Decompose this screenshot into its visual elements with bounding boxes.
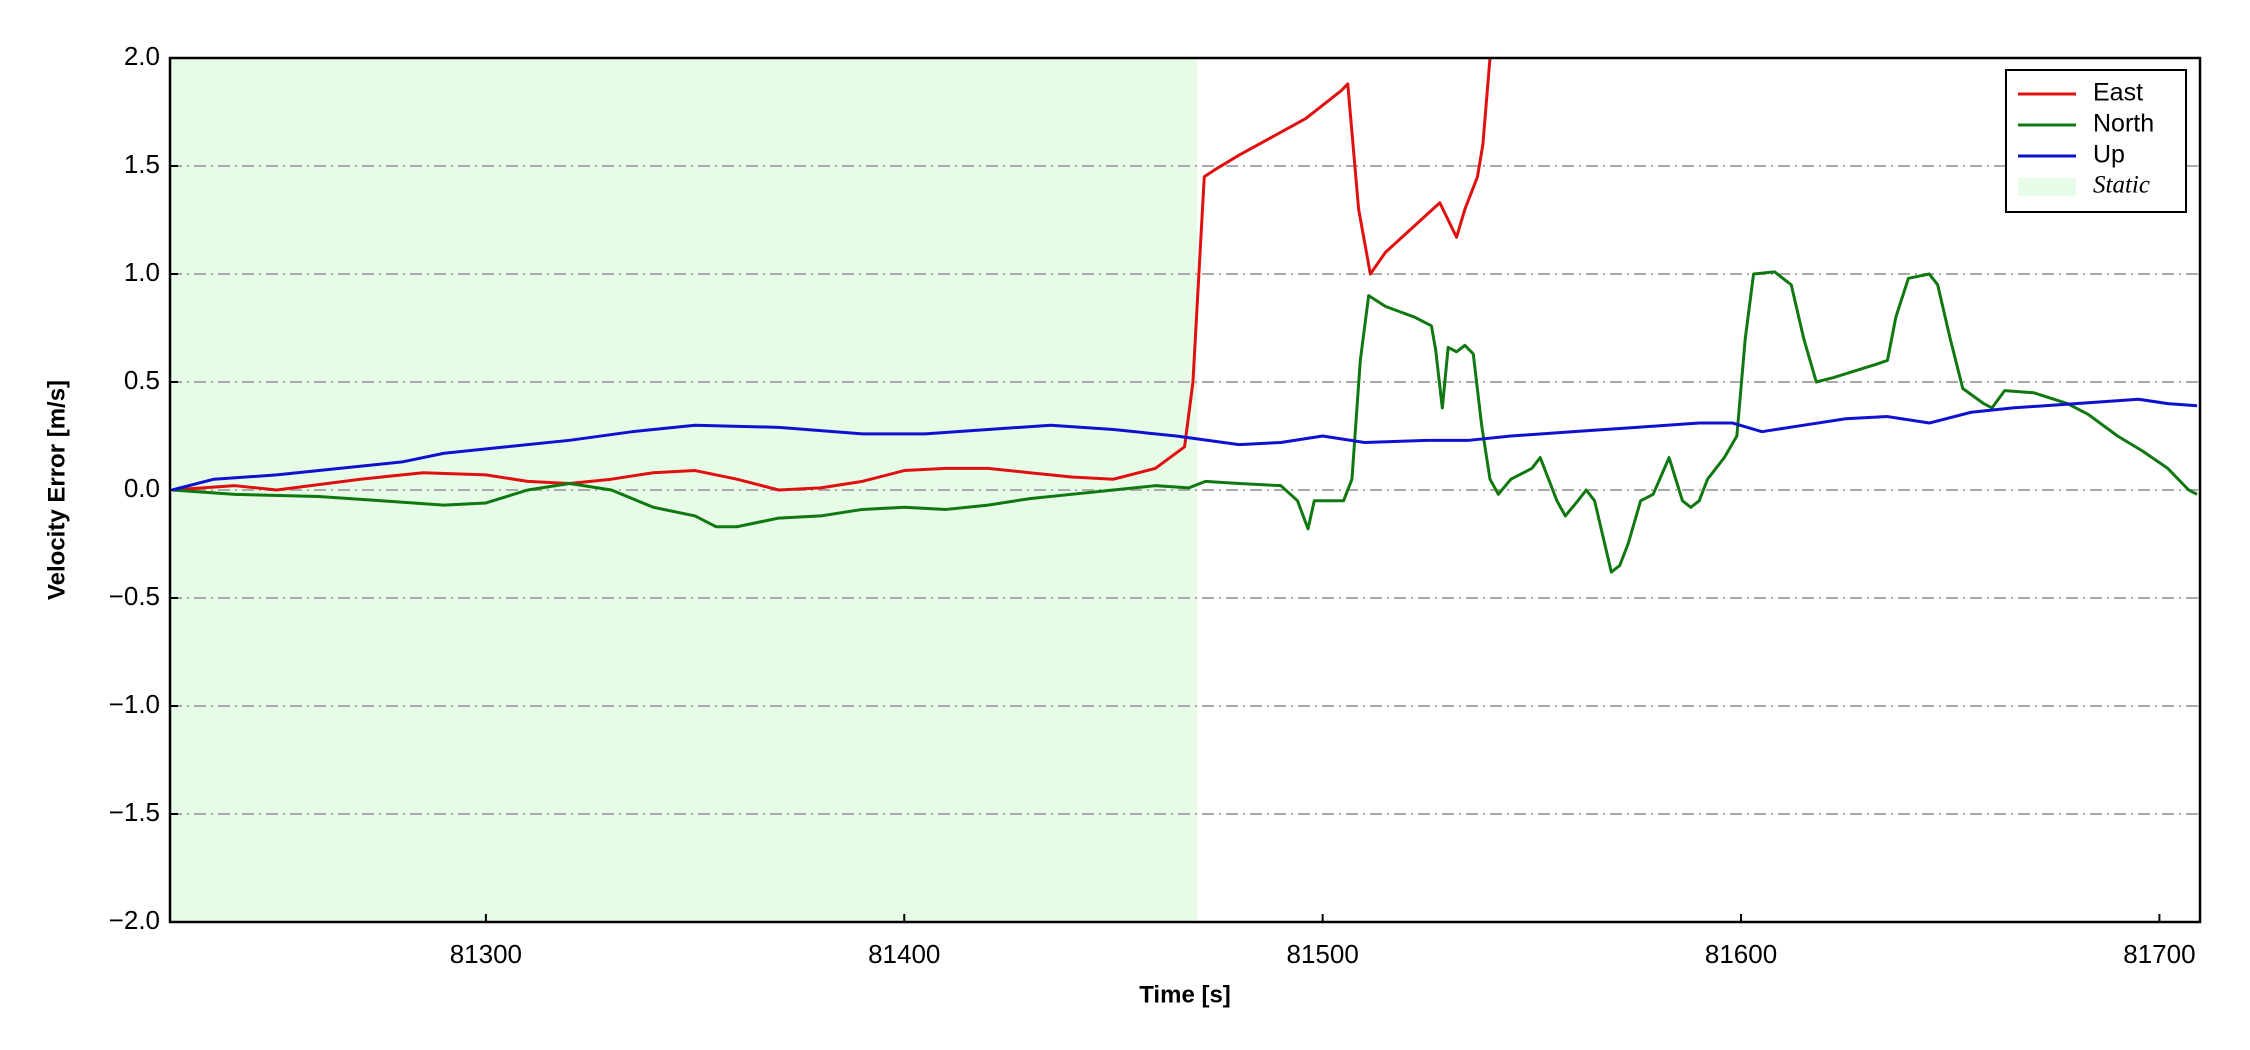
legend-label: North [2093, 110, 2154, 138]
x-tick-label: 81500 [1286, 939, 1358, 969]
y-tick-label: −1.5 [109, 797, 160, 827]
y-tick-label: 0.0 [124, 473, 160, 503]
x-tick-label: 81300 [450, 939, 522, 969]
legend-label: Up [2093, 141, 2125, 169]
x-tick-label: 81400 [868, 939, 940, 969]
legend-label: Static [2093, 172, 2150, 199]
line-series [171, 58, 1492, 492]
y-tick-label: 0.5 [124, 365, 160, 395]
legend-swatch [2018, 178, 2076, 196]
y-tick-label: −1.0 [109, 689, 160, 719]
x-tick-label: 81700 [2123, 939, 2195, 969]
y-tick-label: −0.5 [109, 581, 160, 611]
y-tick-label: 1.5 [124, 149, 160, 179]
plot-frame [168, 56, 2202, 924]
x-tick-label: 81600 [1705, 939, 1777, 969]
y-tick-label: −2.0 [109, 905, 160, 935]
line-series [171, 270, 2198, 574]
y-tick-label: 2.0 [124, 41, 160, 71]
line-series [171, 397, 2198, 492]
legend-label: East [2093, 79, 2143, 107]
y-tick-label: 1.0 [124, 257, 160, 287]
x-axis-label: Time [s] [1139, 981, 1231, 1008]
y-axis-label: Velocity Error [m/s] [43, 380, 70, 600]
plot-area [171, 58, 2198, 574]
